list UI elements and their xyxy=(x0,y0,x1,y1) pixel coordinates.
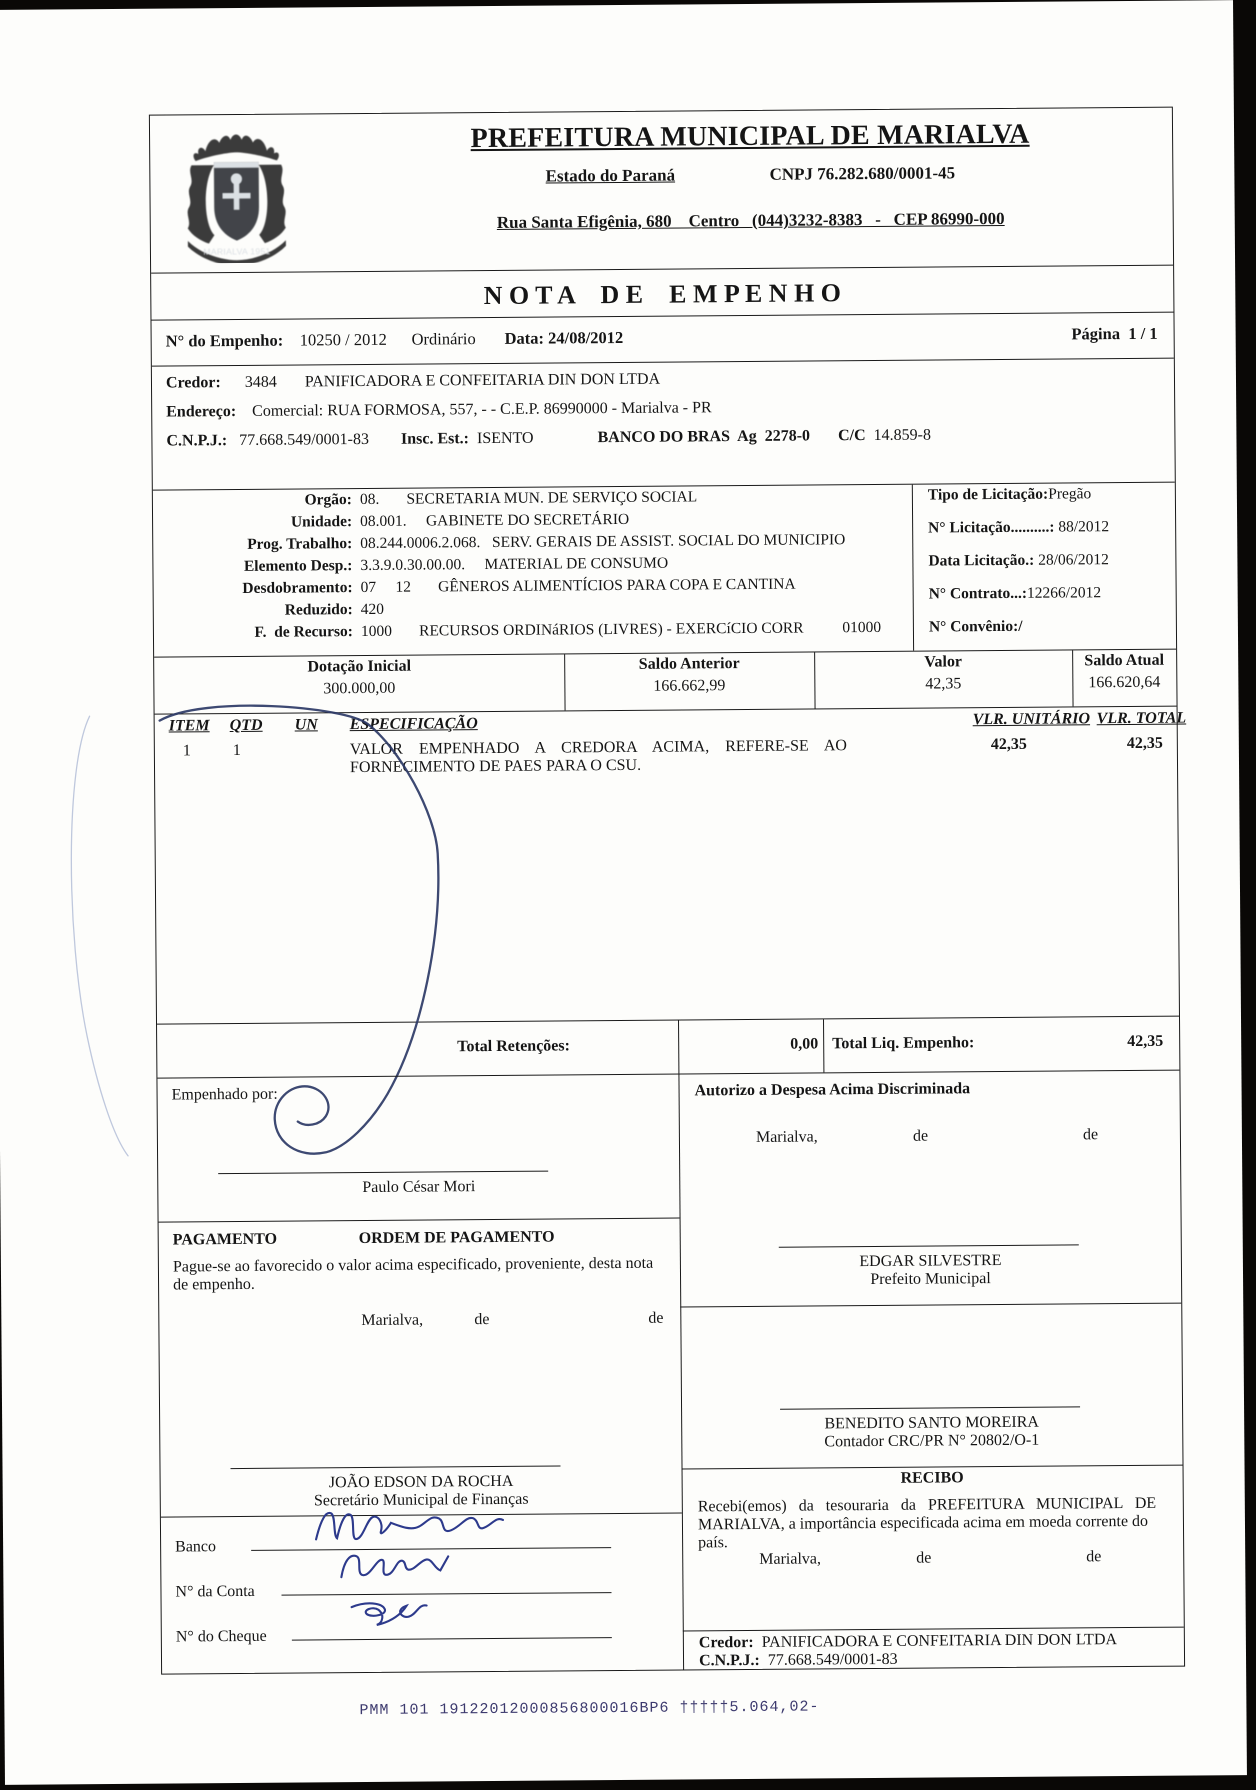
svg-text:MARIALVA 1951: MARIALVA 1951 xyxy=(203,246,270,257)
